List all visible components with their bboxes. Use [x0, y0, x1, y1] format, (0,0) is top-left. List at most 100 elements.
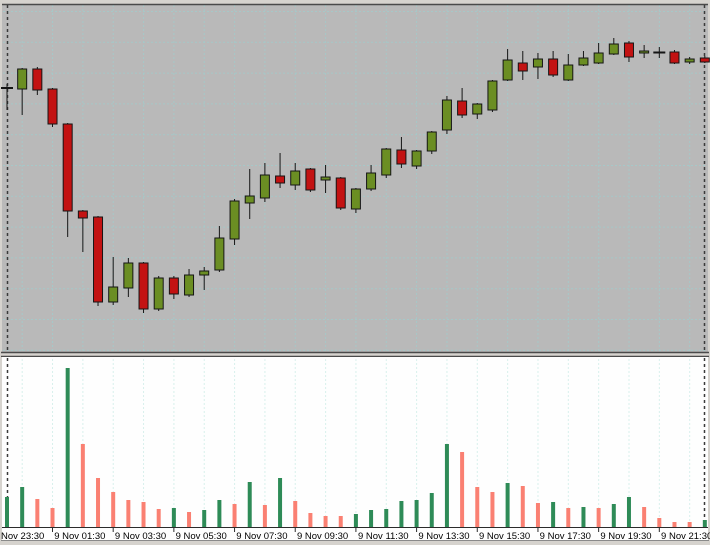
bull-candle-body — [244, 195, 255, 204]
volume-bar-up — [551, 502, 556, 527]
candle — [335, 177, 346, 210]
candle — [229, 199, 240, 245]
candle — [396, 137, 407, 168]
candle — [472, 103, 483, 119]
x-axis-label: Nov 23:30 — [1, 531, 44, 542]
bear-candle-body — [275, 175, 286, 184]
candle — [275, 153, 286, 188]
x-axis-label: 9 Nov 11:30 — [358, 531, 409, 542]
bull-candle-body — [350, 188, 361, 210]
x-axis-label: 9 Nov 17:30 — [540, 531, 591, 542]
volume-bar-down — [141, 502, 146, 527]
volume-bar-down — [96, 478, 101, 527]
bull-candle-body — [593, 52, 604, 64]
volume-bar-up — [444, 444, 449, 527]
volume-bar-up — [5, 497, 9, 527]
volume-bar-up — [65, 368, 70, 527]
bear-candle-body — [93, 216, 104, 303]
candle — [487, 80, 498, 112]
volume-bar-up — [626, 497, 631, 527]
volume-bar-down — [657, 518, 662, 527]
bull-candle-body — [578, 57, 589, 66]
candle — [532, 53, 543, 79]
bull-candle-body — [229, 200, 240, 240]
bull-candle-body — [381, 148, 392, 176]
candle — [1, 84, 13, 110]
bear-candle-body — [457, 100, 468, 116]
candle — [259, 163, 270, 202]
bear-candle-body — [32, 68, 43, 91]
volume-bar-down — [642, 507, 647, 527]
volume-bar-down — [232, 504, 237, 527]
volume-bar-up — [217, 500, 222, 527]
bull-candle-body — [366, 172, 377, 190]
candle — [426, 131, 437, 154]
volume-pane-background — [2, 357, 708, 540]
x-axis-label: 9 Nov 21:30 — [661, 531, 710, 542]
candle — [62, 123, 73, 237]
bull-candle-body — [320, 176, 331, 181]
volume-bar-down — [293, 501, 298, 527]
bear-candle-body — [47, 88, 58, 125]
candle — [593, 43, 604, 64]
volume-bar-down — [111, 492, 116, 527]
bull-candle-body — [123, 262, 134, 289]
bear-candle-body — [305, 168, 316, 191]
bear-candle-body — [623, 42, 634, 58]
candle — [199, 267, 210, 290]
bull-candle-body — [684, 58, 695, 63]
x-axis-label: 9 Nov 01:30 — [54, 531, 105, 542]
candle — [244, 169, 255, 219]
candle — [457, 88, 468, 118]
candle — [684, 57, 695, 64]
bull-candle-body — [563, 64, 574, 81]
volume-bar-up — [353, 514, 358, 527]
volume-bar-up — [278, 478, 283, 527]
volume-bar-up — [505, 483, 510, 527]
candle — [214, 226, 225, 272]
pane-separator[interactable] — [0, 352, 710, 357]
x-axis-label: 9 Nov 15:30 — [479, 531, 530, 542]
volume-bar-down — [566, 508, 571, 527]
bull-candle-body — [108, 286, 119, 303]
volume-bar-down — [262, 505, 267, 527]
bull-candle-body — [199, 270, 210, 276]
volume-bar-down — [672, 522, 677, 527]
volume-bar-up — [399, 501, 404, 527]
bull-candle-body — [290, 170, 301, 186]
candle — [320, 165, 331, 193]
bull-candle-body — [184, 274, 195, 296]
volume-bar-down — [520, 486, 525, 527]
candle — [381, 148, 392, 178]
volume-bar-up — [611, 504, 616, 527]
candle — [290, 163, 301, 190]
volume-bar-down — [687, 522, 692, 527]
bear-candle-body — [396, 149, 407, 165]
price-pane-candlestick-chart[interactable] — [0, 0, 710, 357]
volume-bar-down — [323, 516, 328, 527]
volume-bar-up — [384, 509, 389, 527]
candle — [623, 41, 634, 62]
bull-candle-body — [487, 80, 498, 111]
bear-candle-body — [548, 58, 559, 76]
candle — [93, 216, 104, 306]
bull-candle-body — [153, 277, 164, 310]
volume-bar-down — [126, 500, 131, 527]
candle — [653, 47, 666, 58]
bear-candle-body — [335, 177, 346, 209]
candle — [123, 258, 134, 297]
volume-bar-down — [490, 492, 495, 527]
bull-candle-body — [411, 150, 422, 167]
volume-pane-chart[interactable]: Nov 23:30 9 Nov 01:30 9 Nov 03:30 9 Nov 05:… — [0, 357, 710, 545]
x-axis-label: 9 Nov 09:30 — [297, 531, 348, 542]
x-axis-label: 9 Nov 07:30 — [236, 531, 287, 542]
candle — [502, 49, 513, 81]
volume-bar-down — [156, 509, 161, 527]
x-axis-label: 9 Nov 05:30 — [176, 531, 227, 542]
candle — [639, 45, 650, 58]
volume-bar-up — [369, 510, 374, 527]
candle — [548, 51, 559, 77]
price-pane-background — [2, 4, 708, 352]
candle — [17, 68, 28, 115]
candle — [441, 96, 452, 134]
